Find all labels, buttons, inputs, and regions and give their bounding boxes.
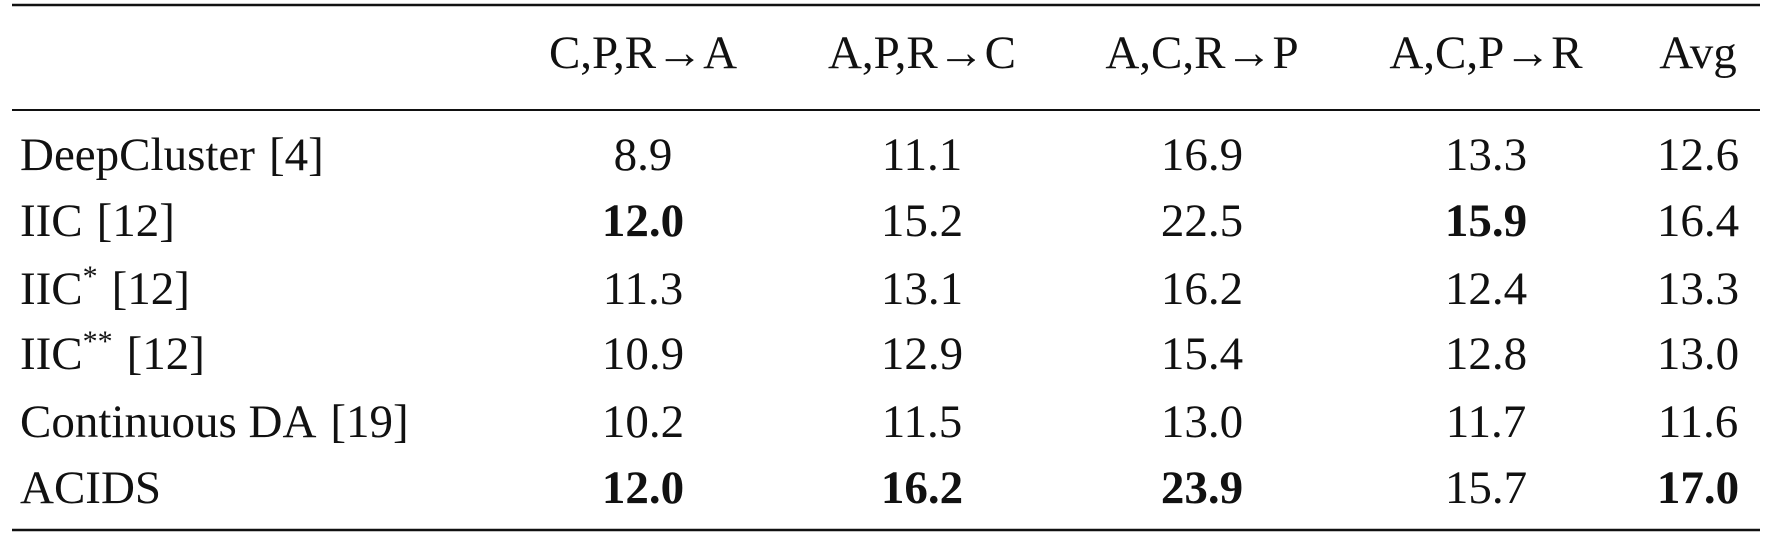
method-reference: [4] <box>269 129 324 181</box>
row-label: IIC** [12] <box>20 325 205 380</box>
table-cell: 13.3 <box>1445 129 1527 181</box>
table-cell: 15.9 <box>1445 195 1527 247</box>
method-name: IIC <box>20 328 83 380</box>
table-cell: 11.5 <box>882 396 963 448</box>
column-header: A,C,R→P <box>1105 27 1298 79</box>
method-superscript: * <box>83 260 98 293</box>
table-cell: 16.9 <box>1161 129 1243 181</box>
table-cell: 13.0 <box>1161 396 1243 448</box>
row-label: IIC [12] <box>20 195 175 247</box>
table-cell: 15.2 <box>881 195 963 247</box>
table-cell: 12.0 <box>602 195 684 247</box>
method-name: IIC <box>20 263 83 315</box>
row-label: IIC* [12] <box>20 260 190 315</box>
column-header: A,C,P→R <box>1389 27 1583 79</box>
method-name: IIC <box>20 195 83 247</box>
table-cell: 16.4 <box>1657 195 1739 247</box>
column-header: A,P,R→C <box>828 27 1016 79</box>
table-cell: 15.7 <box>1445 462 1527 514</box>
table-cell: 10.9 <box>602 328 684 380</box>
row-label: DeepCluster [4] <box>20 129 324 181</box>
table-cell: 13.0 <box>1657 328 1739 380</box>
table-cell: 12.6 <box>1657 129 1739 181</box>
table-cell: 11.1 <box>882 129 963 181</box>
table-cell: 12.9 <box>881 328 963 380</box>
table-cell: 13.1 <box>881 263 963 315</box>
table-cell: 11.6 <box>1658 396 1739 448</box>
column-header: Avg <box>1659 27 1736 79</box>
table-cell: 12.4 <box>1445 263 1527 315</box>
table-cell: 11.3 <box>603 263 684 315</box>
table-cell: 10.2 <box>602 396 684 448</box>
method-name: Continuous DA <box>20 396 316 448</box>
method-name: ACIDS <box>20 462 161 514</box>
table-cell: 12.0 <box>602 462 684 514</box>
method-reference: [19] <box>330 396 408 448</box>
table-cell: 15.4 <box>1161 328 1243 380</box>
table-cell: 13.3 <box>1657 263 1739 315</box>
method-name: DeepCluster <box>20 129 255 181</box>
method-reference: [12] <box>112 263 190 315</box>
method-superscript: ** <box>83 325 113 358</box>
row-label: ACIDS <box>20 462 161 514</box>
table-cell: 16.2 <box>1161 263 1243 315</box>
table-cell: 22.5 <box>1161 195 1243 247</box>
method-reference: [12] <box>127 328 205 380</box>
table-cell: 8.9 <box>614 129 673 181</box>
column-header: C,P,R→A <box>549 27 737 79</box>
table-cell: 12.8 <box>1445 328 1527 380</box>
table-cell: 23.9 <box>1161 462 1243 514</box>
method-reference: [12] <box>97 195 175 247</box>
table-cell: 11.7 <box>1446 396 1527 448</box>
table-cell: 17.0 <box>1657 462 1739 514</box>
row-label: Continuous DA [19] <box>20 396 409 448</box>
table-cell: 16.2 <box>881 462 963 514</box>
